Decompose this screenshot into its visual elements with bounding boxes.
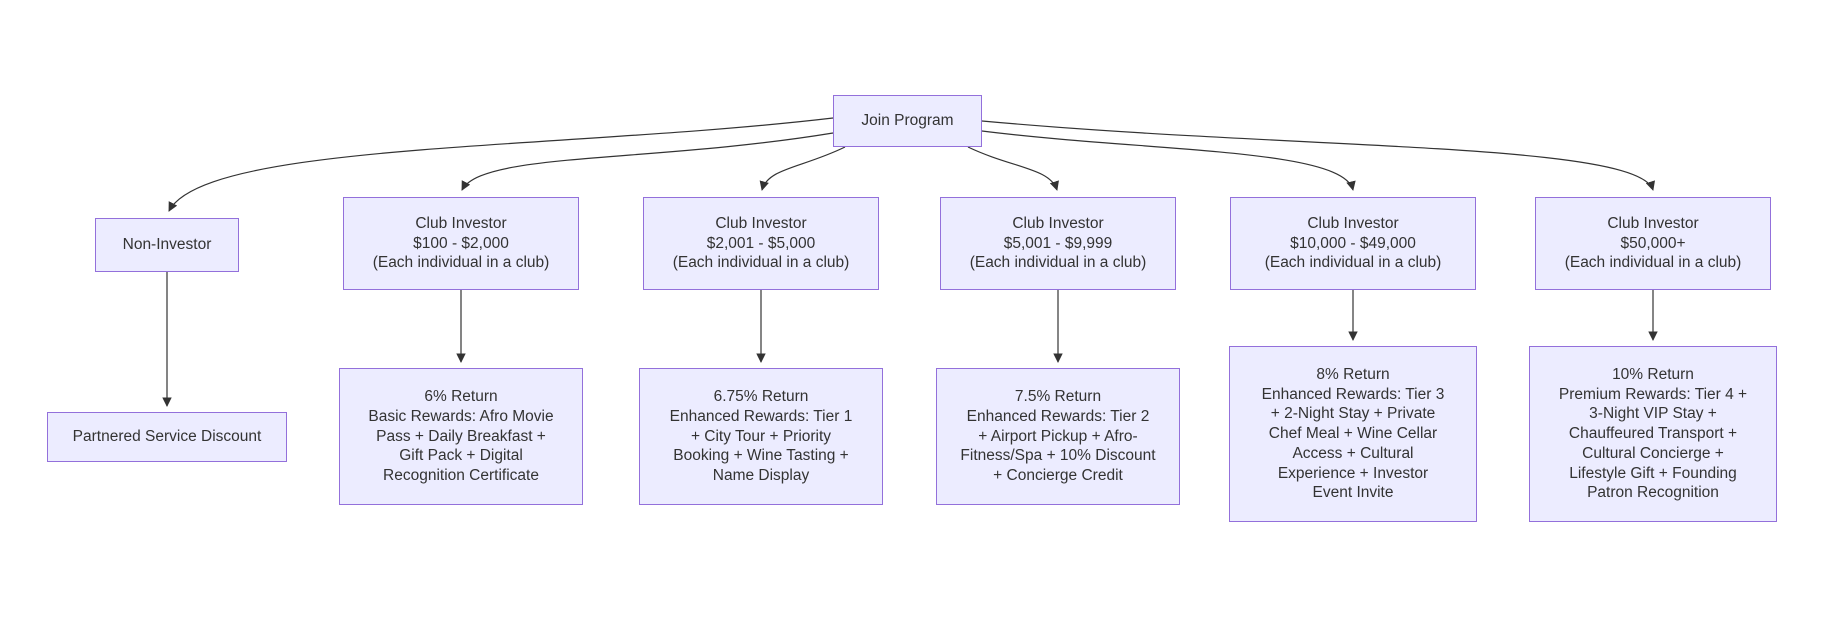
edge-join-to-tier5	[981, 120, 1655, 191]
edge-join-to-tier2	[759, 146, 846, 191]
edge-join-to-tier1	[461, 132, 834, 191]
node-club-investor-tier2: Club Investor $2,001 - $5,000 (Each indi…	[643, 197, 879, 290]
node-club-investor-tier4: Club Investor $10,000 - $49,000 (Each in…	[1230, 197, 1476, 290]
node-reward-tier4: 8% Return Enhanced Rewards: Tier 3 + 2-N…	[1229, 346, 1477, 522]
node-club-investor-tier3: Club Investor $5,001 - $9,999 (Each indi…	[940, 197, 1176, 290]
node-non-investor: Non-Investor	[95, 218, 239, 272]
node-reward-non-investor: Partnered Service Discount	[47, 412, 287, 462]
node-reward-tier3: 7.5% Return Enhanced Rewards: Tier 2 + A…	[936, 368, 1180, 505]
node-reward-tier2: 6.75% Return Enhanced Rewards: Tier 1 + …	[639, 368, 883, 505]
edge-join-to-non-investor	[168, 117, 834, 212]
edge-join-to-tier3	[967, 146, 1059, 191]
node-club-investor-tier5: Club Investor $50,000+ (Each individual …	[1535, 197, 1771, 290]
node-reward-tier5: 10% Return Premium Rewards: Tier 4 + 3-N…	[1529, 346, 1777, 522]
node-club-investor-tier1: Club Investor $100 - $2,000 (Each indivi…	[343, 197, 579, 290]
node-reward-tier1: 6% Return Basic Rewards: Afro Movie Pass…	[339, 368, 583, 505]
node-join-program: Join Program	[833, 95, 982, 147]
edge-join-to-tier4	[981, 130, 1356, 191]
